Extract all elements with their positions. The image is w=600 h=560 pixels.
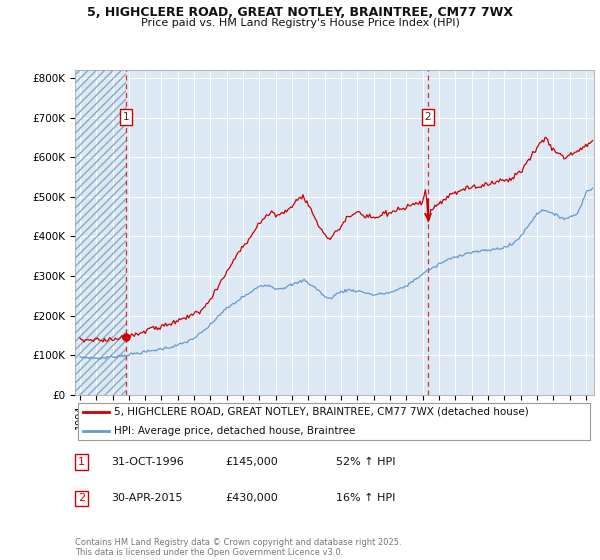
- Text: 16% ↑ HPI: 16% ↑ HPI: [336, 493, 395, 503]
- FancyBboxPatch shape: [77, 403, 590, 440]
- Text: 2: 2: [425, 112, 431, 122]
- Text: 5, HIGHCLERE ROAD, GREAT NOTLEY, BRAINTREE, CM77 7WX: 5, HIGHCLERE ROAD, GREAT NOTLEY, BRAINTR…: [87, 6, 513, 18]
- Bar: [75, 70, 126, 395]
- Text: Price paid vs. HM Land Registry's House Price Index (HPI): Price paid vs. HM Land Registry's House …: [140, 18, 460, 28]
- Text: 1: 1: [78, 457, 85, 467]
- Text: £145,000: £145,000: [225, 457, 278, 467]
- Text: HPI: Average price, detached house, Braintree: HPI: Average price, detached house, Brai…: [114, 426, 355, 436]
- Text: 5, HIGHCLERE ROAD, GREAT NOTLEY, BRAINTREE, CM77 7WX (detached house): 5, HIGHCLERE ROAD, GREAT NOTLEY, BRAINTR…: [114, 407, 529, 417]
- Text: 2: 2: [78, 493, 85, 503]
- Text: 30-APR-2015: 30-APR-2015: [111, 493, 182, 503]
- Text: £430,000: £430,000: [225, 493, 278, 503]
- Text: 1: 1: [123, 112, 130, 122]
- Text: 52% ↑ HPI: 52% ↑ HPI: [336, 457, 395, 467]
- Text: 31-OCT-1996: 31-OCT-1996: [111, 457, 184, 467]
- Text: Contains HM Land Registry data © Crown copyright and database right 2025.
This d: Contains HM Land Registry data © Crown c…: [75, 538, 401, 557]
